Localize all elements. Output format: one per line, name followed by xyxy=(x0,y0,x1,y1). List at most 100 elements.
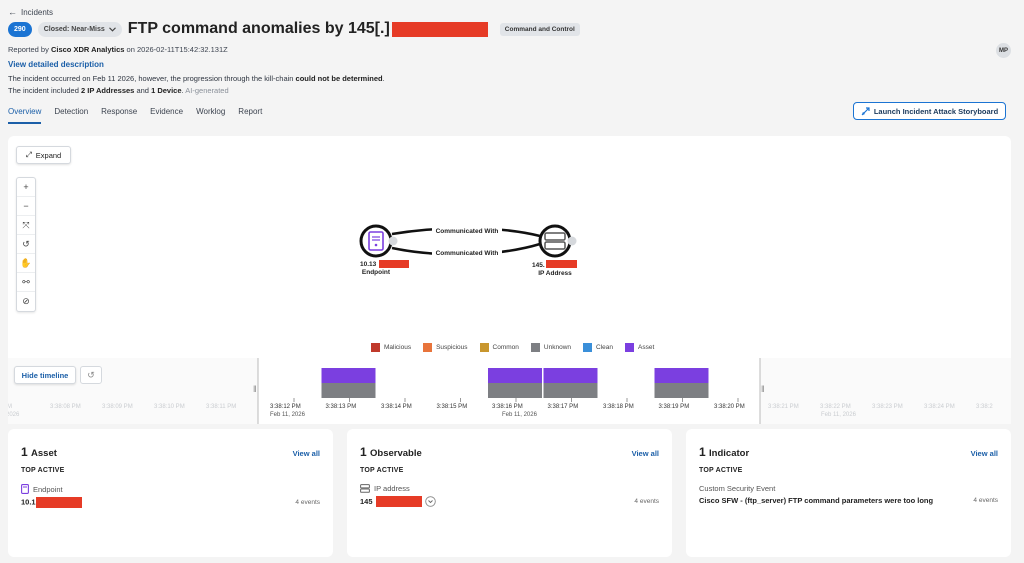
incident-summary: The incident occurred on Feb 11 2026, ho… xyxy=(8,73,388,97)
timeline-tick-label: 3:38:18 PM xyxy=(603,404,634,410)
launch-storyboard-label: Launch Incident Attack Storyboard xyxy=(873,106,999,116)
ip-address-node[interactable] xyxy=(538,224,577,258)
chevron-down-icon xyxy=(108,26,116,32)
back-label: Incidents xyxy=(21,7,54,17)
legend-item-suspicious[interactable]: Suspicious xyxy=(423,343,468,352)
zoom-in-icon[interactable]: + xyxy=(17,178,35,197)
timeline-range-handle-icon[interactable]: ‖ xyxy=(761,384,765,394)
back-to-incidents-link[interactable]: ← Incidents xyxy=(8,7,53,17)
indicator-item-value: Cisco SFW - (ftp_server) FTP command par… xyxy=(699,496,934,505)
launch-storyboard-button[interactable]: Launch Incident Attack Storyboard xyxy=(853,102,1006,120)
legend-item-common[interactable]: Common xyxy=(479,343,519,352)
avatar[interactable]: MP xyxy=(996,43,1011,58)
timeline-event-bar-asset[interactable] xyxy=(543,368,598,383)
indicator-item-row[interactable]: Cisco SFW - (ftp_server) FTP command par… xyxy=(699,496,998,505)
indicator-count-title: 1 Indicator xyxy=(699,445,749,459)
pan-hand-icon[interactable]: ✋ xyxy=(17,254,35,273)
timeline-range-handle-icon[interactable]: ‖ xyxy=(253,384,257,394)
indicator-item-type: Custom Security Event xyxy=(699,484,776,493)
tab-worklog[interactable]: Worklog xyxy=(196,107,226,116)
timeline-event-bar-unknown[interactable] xyxy=(321,383,376,398)
timeline-event-bar-asset[interactable] xyxy=(488,368,542,383)
legend-swatch xyxy=(583,343,593,352)
tab-report[interactable]: Report xyxy=(238,107,263,116)
endpoint-ip-label: 10.13 xyxy=(360,261,377,268)
timeline-tick-label-faded: 7 PM xyxy=(8,404,12,410)
expand-label: Expand xyxy=(35,150,62,160)
timeline-event-bar-unknown[interactable] xyxy=(654,383,709,398)
legend-item-unknown[interactable]: Unknown xyxy=(530,343,572,352)
view-detailed-description-link[interactable]: View detailed description xyxy=(8,60,104,69)
status-label: Closed: Near-Miss xyxy=(43,25,105,33)
timeline-event-bar-asset[interactable] xyxy=(654,368,709,383)
indicator-view-all-link[interactable]: View all xyxy=(970,449,998,458)
timeline-tick-label: 3:38:20 PM xyxy=(714,404,745,410)
incident-header: 290 Closed: Near-Miss FTP command anomal… xyxy=(8,20,580,38)
timeline-tick-label: 3:38:15 PM xyxy=(437,404,468,410)
legend-label: Malicious xyxy=(384,344,412,351)
reported-timestamp: on 2026-02-11T15:42:32.131Z xyxy=(126,45,228,54)
desc-bold-1: could not be determined xyxy=(295,74,383,83)
asset-item-row[interactable]: 10.1 4 events xyxy=(21,497,320,508)
endpoint-node[interactable] xyxy=(359,224,398,258)
desc-text-1: The incident occurred on Feb 11 2026, ho… xyxy=(8,74,294,83)
asset-view-all-link[interactable]: View all xyxy=(292,449,320,458)
timeline-reset-icon[interactable]: ↺ xyxy=(80,366,102,384)
redaction-block xyxy=(35,497,82,508)
edge-label-2: Communicated With xyxy=(436,250,499,257)
server-icon xyxy=(360,484,370,493)
timeline-tick-label-faded: 3:38:21 PM xyxy=(768,404,799,410)
timeline-tick-label: 3:38:17 PM xyxy=(548,404,579,410)
legend-swatch xyxy=(371,343,380,352)
desc-bold-3: 1 Device xyxy=(151,86,182,95)
timeline-tick-label-faded: 3:38:08 PM xyxy=(50,404,81,410)
status-dropdown[interactable]: Closed: Near-Miss xyxy=(37,21,122,37)
legend-label: Asset xyxy=(638,344,655,351)
timeline-tick-label-faded: 3:38:24 PM xyxy=(924,404,955,410)
observable-item-row[interactable]: 145 4 events xyxy=(360,496,659,507)
ip-node-redaction xyxy=(546,260,577,268)
observable-view-all-link[interactable]: View all xyxy=(631,449,659,458)
reset-layout-icon[interactable]: ↺ xyxy=(17,235,35,254)
ip-node-type-label: IP Address xyxy=(538,270,572,277)
indicator-events-count: 4 events xyxy=(973,497,998,504)
relationship-graph: Communicated With Communicated With 10.1… xyxy=(359,224,577,277)
ip-link-icon[interactable] xyxy=(567,236,577,246)
legend-label: Unknown xyxy=(543,344,572,351)
ai-generated-label: AI-generated xyxy=(185,86,229,95)
indicator-card-label: Indicator xyxy=(709,448,750,459)
zoom-out-icon[interactable]: − xyxy=(17,197,35,216)
hide-timeline-button[interactable]: Hide timeline xyxy=(14,366,76,384)
asset-count: 1 xyxy=(21,445,28,459)
legend-item-asset[interactable]: Asset xyxy=(625,343,654,352)
tab-evidence[interactable]: Evidence xyxy=(150,107,184,116)
tab-overview[interactable]: Overview xyxy=(8,107,42,124)
legend-item-malicious[interactable]: Malicious xyxy=(371,343,411,352)
observable-card-label: Observable xyxy=(370,448,422,459)
tab-detection[interactable]: Detection xyxy=(54,107,89,116)
legend-item-clean[interactable]: Clean xyxy=(583,343,613,352)
timeline-date-label: Feb 11, 2026 xyxy=(270,412,306,418)
expand-icon: ⤢ xyxy=(25,150,32,159)
page-title: FTP command anomalies by 145[.] xyxy=(128,20,488,38)
server-icon xyxy=(544,232,566,241)
timeline-event-bar-unknown[interactable] xyxy=(543,383,598,398)
endpoint-link-icon[interactable] xyxy=(388,236,398,246)
reported-prefix: Reported by xyxy=(8,45,49,54)
timeline-tick-label-faded: 3:38:11 PM xyxy=(206,404,236,410)
incident-count-badge: 290 xyxy=(8,21,32,37)
timeline-event-bar-asset[interactable] xyxy=(321,368,376,383)
expand-graph-button[interactable]: ⤢ Expand xyxy=(16,146,71,164)
timeline-date-label: Feb 11, 2026 xyxy=(502,412,538,418)
ip-node-ip-label: 145. xyxy=(532,262,545,269)
fit-to-screen-icon[interactable]: ⤧ xyxy=(17,216,35,235)
tab-response[interactable]: Response xyxy=(101,107,138,116)
select-area-icon[interactable]: ⊘ xyxy=(22,296,30,306)
chevron-down-circle-icon[interactable] xyxy=(424,496,436,507)
timeline-tick-label: 3:38:14 PM xyxy=(381,404,412,410)
timeline-tick-label: 3:38:12 PM xyxy=(270,404,301,410)
timeline-event-bar-unknown[interactable] xyxy=(488,383,542,398)
redaction-block xyxy=(375,496,422,507)
observable-card: 1 Observable View all TOP ACTIVE IP addr… xyxy=(347,429,672,557)
layout-nodes-icon[interactable]: ⚯ xyxy=(17,273,35,292)
